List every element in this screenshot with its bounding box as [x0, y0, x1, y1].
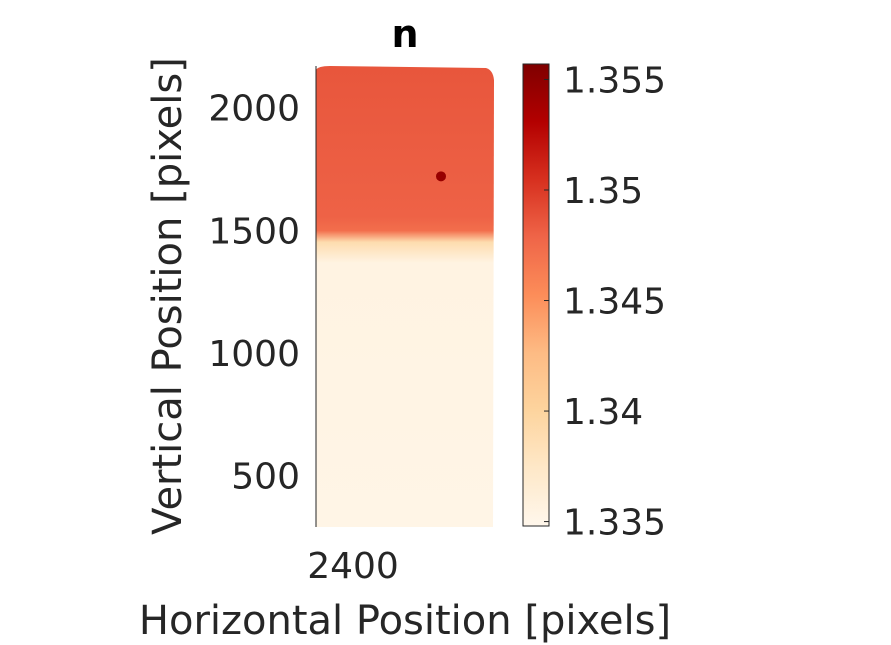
y-axis-label: Vertical Position [pixels] — [145, 57, 191, 535]
colorbar-tick-label: 1.345 — [563, 282, 666, 323]
heatmap-spot-0 — [436, 171, 446, 182]
y-tick-label: 2000 — [208, 89, 300, 130]
y-tick-label: 500 — [231, 457, 300, 498]
chart-title: n — [391, 12, 418, 56]
y-tick-label: 1500 — [208, 211, 300, 252]
x-axis-ticks: 2400 — [307, 546, 399, 587]
colorbar-tick-label: 1.355 — [563, 60, 666, 101]
colorbar: 1.335 1.34 1.345 1.35 1.355 — [522, 60, 666, 544]
colorbar-tick-label: 1.34 — [563, 392, 643, 433]
colorbar-tick-label: 1.35 — [563, 171, 643, 212]
heatmap-plot-area — [316, 66, 494, 527]
heatmap-spots — [436, 171, 446, 182]
x-tick-label: 2400 — [307, 546, 399, 587]
colorbar-tick-label: 1.335 — [563, 503, 666, 544]
x-axis-label: Horizontal Position [pixels] — [139, 598, 671, 644]
y-axis-ticks: 500 1000 1500 2000 — [208, 89, 300, 498]
colorbar-ticks: 1.335 1.34 1.345 1.35 1.355 — [544, 60, 666, 544]
colorbar-bar — [522, 63, 550, 527]
heatmap-field — [316, 66, 494, 527]
y-tick-label: 1000 — [208, 334, 300, 375]
